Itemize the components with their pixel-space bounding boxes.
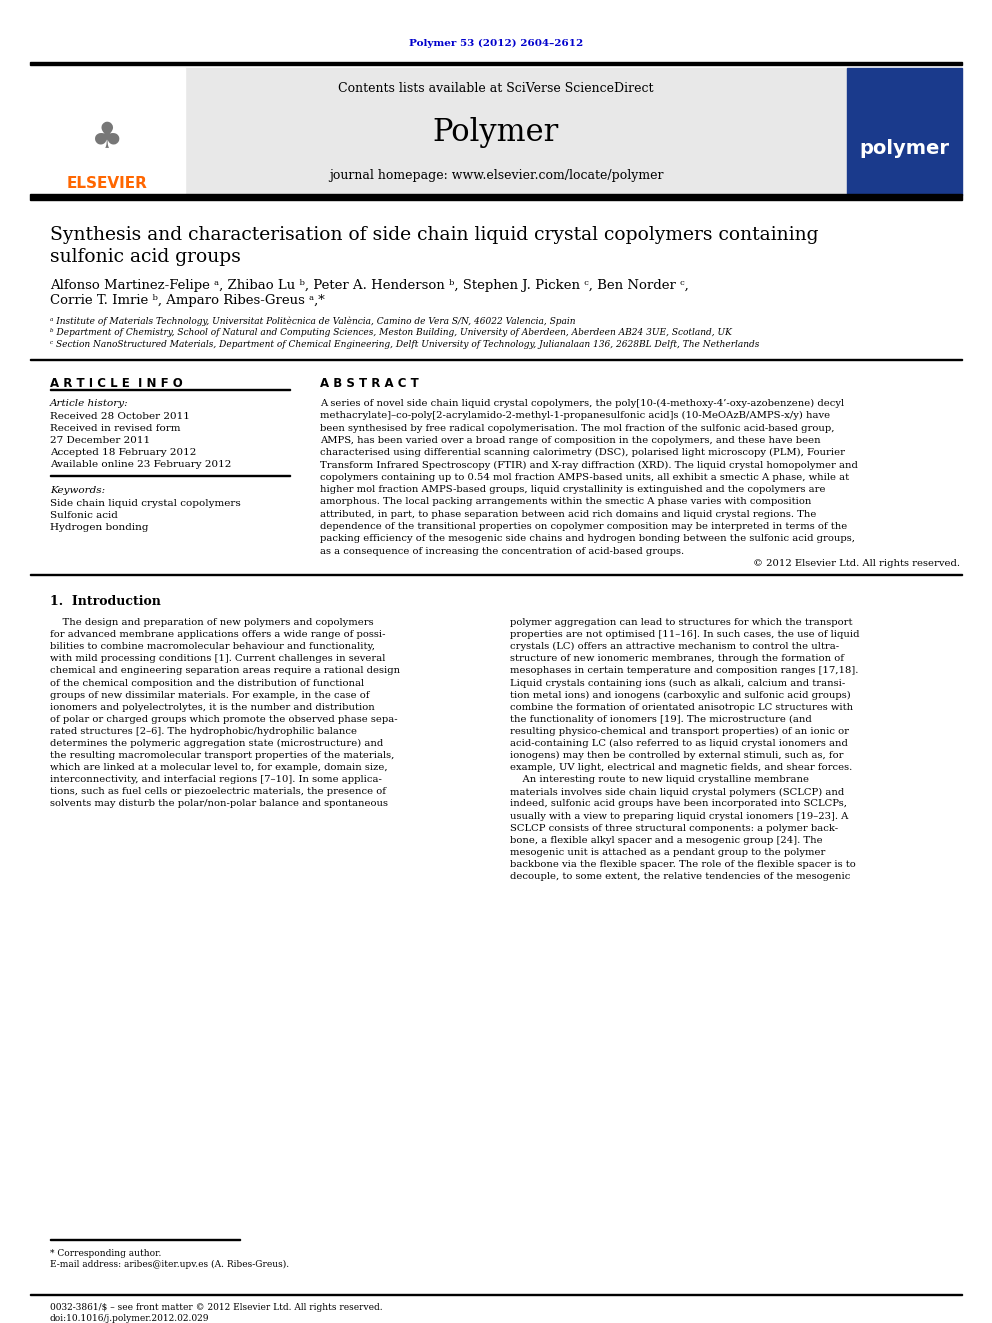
Text: materials involves side chain liquid crystal polymers (SCLCP) and: materials involves side chain liquid cry… [510, 787, 844, 796]
Text: An interesting route to new liquid crystalline membrane: An interesting route to new liquid cryst… [510, 775, 809, 785]
Text: tion metal ions) and ionogens (carboxylic and sulfonic acid groups): tion metal ions) and ionogens (carboxyli… [510, 691, 851, 700]
Text: A R T I C L E  I N F O: A R T I C L E I N F O [50, 377, 183, 390]
Text: Article history:: Article history: [50, 400, 129, 407]
Text: groups of new dissimilar materials. For example, in the case of: groups of new dissimilar materials. For … [50, 691, 369, 700]
Text: ᶜ Section NanoStructured Materials, Department of Chemical Engineering, Delft Un: ᶜ Section NanoStructured Materials, Depa… [50, 340, 759, 349]
Text: higher mol fraction AMPS-based groups, liquid crystallinity is extinguished and : higher mol fraction AMPS-based groups, l… [320, 486, 825, 493]
Text: the resulting macromolecular transport properties of the materials,: the resulting macromolecular transport p… [50, 751, 395, 761]
Text: Keywords:: Keywords: [50, 486, 105, 495]
Text: of polar or charged groups which promote the observed phase sepa-: of polar or charged groups which promote… [50, 714, 398, 724]
Text: usually with a view to preparing liquid crystal ionomers [19–23]. A: usually with a view to preparing liquid … [510, 811, 848, 820]
Text: 1.  Introduction: 1. Introduction [50, 595, 161, 609]
Text: AMPS, has been varied over a broad range of composition in the copolymers, and t: AMPS, has been varied over a broad range… [320, 435, 820, 445]
Bar [847, 67, 962, 194]
Text: Side chain liquid crystal copolymers: Side chain liquid crystal copolymers [50, 499, 241, 508]
Text: tions, such as fuel cells or piezoelectric materials, the presence of: tions, such as fuel cells or piezoelectr… [50, 787, 386, 796]
Text: for advanced membrane applications offers a wide range of possi-: for advanced membrane applications offer… [50, 630, 386, 639]
Text: mesogenic unit is attached as a pendant group to the polymer: mesogenic unit is attached as a pendant … [510, 848, 825, 857]
Text: Transform Infrared Spectroscopy (FTIR) and X-ray diffraction (XRD). The liquid c: Transform Infrared Spectroscopy (FTIR) a… [320, 460, 858, 470]
Text: doi:10.1016/j.polymer.2012.02.029: doi:10.1016/j.polymer.2012.02.029 [50, 1314, 209, 1323]
Text: decouple, to some extent, the relative tendencies of the mesogenic: decouple, to some extent, the relative t… [510, 872, 850, 881]
Text: as a consequence of increasing the concentration of acid-based groups.: as a consequence of increasing the conce… [320, 546, 684, 556]
Text: Polymer 53 (2012) 2604–2612: Polymer 53 (2012) 2604–2612 [409, 38, 583, 48]
Text: polymer: polymer [859, 139, 949, 157]
Text: example, UV light, electrical and magnetic fields, and shear forces.: example, UV light, electrical and magnet… [510, 763, 852, 773]
Text: Alfonso Martinez-Felipe ᵃ, Zhibao Lu ᵇ, Peter A. Henderson ᵇ, Stephen J. Picken : Alfonso Martinez-Felipe ᵃ, Zhibao Lu ᵇ, … [50, 279, 688, 292]
Text: characterised using differential scanning calorimetry (DSC), polarised light mic: characterised using differential scannin… [320, 448, 845, 458]
Text: with mild processing conditions [1]. Current challenges in several: with mild processing conditions [1]. Cur… [50, 655, 385, 663]
Text: © 2012 Elsevier Ltd. All rights reserved.: © 2012 Elsevier Ltd. All rights reserved… [753, 558, 960, 568]
Text: ionogens) may then be controlled by external stimuli, such as, for: ionogens) may then be controlled by exte… [510, 751, 843, 761]
Text: Polymer: Polymer [433, 116, 559, 147]
Text: rated structures [2–6]. The hydrophobic/hydrophilic balance: rated structures [2–6]. The hydrophobic/… [50, 726, 357, 736]
Text: indeed, sulfonic acid groups have been incorporated into SCLCPs,: indeed, sulfonic acid groups have been i… [510, 799, 847, 808]
Text: A B S T R A C T: A B S T R A C T [320, 377, 419, 390]
Text: of the chemical composition and the distribution of functional: of the chemical composition and the dist… [50, 679, 364, 688]
Text: packing efficiency of the mesogenic side chains and hydrogen bonding between the: packing efficiency of the mesogenic side… [320, 534, 855, 544]
Text: been synthesised by free radical copolymerisation. The mol fraction of the sulfo: been synthesised by free radical copolym… [320, 423, 834, 433]
Text: ELSEVIER: ELSEVIER [66, 176, 148, 191]
Text: crystals (LC) offers an attractive mechanism to control the ultra-: crystals (LC) offers an attractive mecha… [510, 642, 839, 651]
Text: Received 28 October 2011: Received 28 October 2011 [50, 411, 189, 421]
Text: determines the polymeric aggregation state (microstructure) and: determines the polymeric aggregation sta… [50, 740, 383, 747]
Text: Accepted 18 February 2012: Accepted 18 February 2012 [50, 448, 196, 456]
Text: properties are not optimised [11–16]. In such cases, the use of liquid: properties are not optimised [11–16]. In… [510, 630, 859, 639]
Text: Received in revised form: Received in revised form [50, 423, 181, 433]
Bar [30, 194, 962, 200]
Text: the functionality of ionomers [19]. The microstructure (and: the functionality of ionomers [19]. The … [510, 714, 811, 724]
Text: which are linked at a molecular level to, for example, domain size,: which are linked at a molecular level to… [50, 763, 388, 773]
Bar [30, 67, 185, 194]
Text: solvents may disturb the polar/non-polar balance and spontaneous: solvents may disturb the polar/non-polar… [50, 799, 388, 808]
Text: 27 December 2011: 27 December 2011 [50, 437, 150, 445]
Text: resulting physico-chemical and transport properties) of an ionic or: resulting physico-chemical and transport… [510, 726, 849, 736]
Text: Hydrogen bonding: Hydrogen bonding [50, 523, 149, 532]
Text: The design and preparation of new polymers and copolymers: The design and preparation of new polyme… [50, 618, 374, 627]
Text: copolymers containing up to 0.54 mol fraction AMPS-based units, all exhibit a sm: copolymers containing up to 0.54 mol fra… [320, 472, 849, 482]
Text: Available online 23 February 2012: Available online 23 February 2012 [50, 460, 231, 468]
Text: structure of new ionomeric membranes, through the formation of: structure of new ionomeric membranes, th… [510, 655, 844, 663]
Text: amorphous. The local packing arrangements within the smectic A phase varies with: amorphous. The local packing arrangement… [320, 497, 811, 507]
Text: bone, a flexible alkyl spacer and a mesogenic group [24]. The: bone, a flexible alkyl spacer and a meso… [510, 836, 822, 845]
Text: combine the formation of orientated anisotropic LC structures with: combine the formation of orientated anis… [510, 703, 853, 712]
Text: ᵃ Institute of Materials Technology, Universitat Politècnica de València, Camino: ᵃ Institute of Materials Technology, Uni… [50, 316, 575, 325]
Text: bilities to combine macromolecular behaviour and functionality,: bilities to combine macromolecular behav… [50, 642, 375, 651]
Text: 0032-3861/$ – see front matter © 2012 Elsevier Ltd. All rights reserved.: 0032-3861/$ – see front matter © 2012 El… [50, 1303, 383, 1312]
Text: sulfonic acid groups: sulfonic acid groups [50, 247, 241, 266]
Text: backbone via the flexible spacer. The role of the flexible spacer is to: backbone via the flexible spacer. The ro… [510, 860, 856, 869]
Text: E-mail address: aribes@iter.upv.es (A. Ribes-Greus).: E-mail address: aribes@iter.upv.es (A. R… [50, 1259, 289, 1269]
Text: attributed, in part, to phase separation between acid rich domains and liquid cr: attributed, in part, to phase separation… [320, 509, 816, 519]
Text: ♣: ♣ [91, 120, 123, 155]
Text: SCLCP consists of three structural components: a polymer back-: SCLCP consists of three structural compo… [510, 824, 838, 832]
Text: mesophases in certain temperature and composition ranges [17,18].: mesophases in certain temperature and co… [510, 667, 858, 676]
Text: polymer aggregation can lead to structures for which the transport: polymer aggregation can lead to structur… [510, 618, 852, 627]
Text: A series of novel side chain liquid crystal copolymers, the poly[10-(4-methoxy-4: A series of novel side chain liquid crys… [320, 400, 844, 407]
Text: Contents lists available at SciVerse ScienceDirect: Contents lists available at SciVerse Sci… [338, 82, 654, 94]
Text: methacrylate]–co-poly[2-acrylamido-2-methyl-1-propanesulfonic acid]s (10-MeOAzB/: methacrylate]–co-poly[2-acrylamido-2-met… [320, 411, 830, 421]
Text: * Corresponding author.: * Corresponding author. [50, 1249, 162, 1258]
Text: Sulfonic acid: Sulfonic acid [50, 511, 118, 520]
Text: Corrie T. Imrie ᵇ, Amparo Ribes-Greus ᵃ,*: Corrie T. Imrie ᵇ, Amparo Ribes-Greus ᵃ,… [50, 294, 324, 307]
Text: ionomers and polyelectrolytes, it is the number and distribution: ionomers and polyelectrolytes, it is the… [50, 703, 375, 712]
Text: dependence of the transitional properties on copolymer composition may be interp: dependence of the transitional propertie… [320, 523, 847, 531]
Text: Synthesis and characterisation of side chain liquid crystal copolymers containin: Synthesis and characterisation of side c… [50, 226, 818, 243]
Text: acid-containing LC (also referred to as liquid crystal ionomers and: acid-containing LC (also referred to as … [510, 740, 848, 747]
Bar [185, 67, 847, 194]
Text: chemical and engineering separation areas require a rational design: chemical and engineering separation area… [50, 667, 400, 676]
Bar [30, 61, 962, 65]
Text: interconnectivity, and interfacial regions [7–10]. In some applica-: interconnectivity, and interfacial regio… [50, 775, 382, 785]
Text: journal homepage: www.elsevier.com/locate/polymer: journal homepage: www.elsevier.com/locat… [328, 168, 664, 181]
Text: Liquid crystals containing ions (such as alkali, calcium and transi-: Liquid crystals containing ions (such as… [510, 679, 845, 688]
Text: ᵇ Department of Chemistry, School of Natural and Computing Sciences, Meston Buil: ᵇ Department of Chemistry, School of Nat… [50, 328, 732, 337]
